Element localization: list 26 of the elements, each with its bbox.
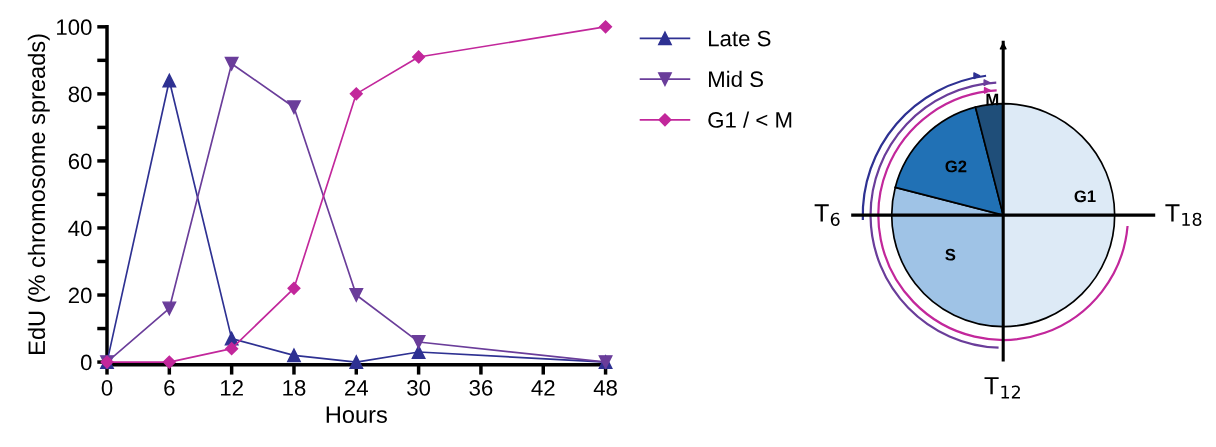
x-tick-label: 24 <box>345 380 368 396</box>
x-tick-label: 12 <box>220 380 243 396</box>
legend-label: Late S <box>709 30 771 47</box>
x-tick-label: 48 <box>593 380 617 396</box>
x-tick-label: 42 <box>531 380 555 396</box>
y-tick-label: 60 <box>68 153 92 170</box>
y-axis-title: EdU (% chromosome spreads) <box>27 34 50 354</box>
slice-label: S <box>945 248 956 261</box>
x-tick-label: 0 <box>101 380 113 396</box>
y-tick-label: 80 <box>68 86 92 103</box>
text: T$_{18}$ <box>1165 204 1202 226</box>
y-tick-label: 40 <box>68 220 92 237</box>
legend-label: Mid S <box>709 70 763 88</box>
legend-label: G1 / < M <box>708 111 792 128</box>
text: T$_{6}$ <box>814 204 840 226</box>
y-tick-label: 20 <box>68 287 92 304</box>
x-tick-label: 36 <box>469 380 493 396</box>
text: T$_{12}$ <box>984 377 1020 399</box>
slice-label: G1 <box>1074 190 1096 203</box>
y-tick-label: 0 <box>80 354 92 371</box>
x-tick-label: 6 <box>164 380 175 396</box>
x-tick-label: 30 <box>407 380 431 396</box>
slice-label: G2 <box>945 160 967 173</box>
x-tick-label: 18 <box>283 380 306 396</box>
x-axis-title: Hours <box>326 406 387 424</box>
y-tick-label: 100 <box>57 19 92 36</box>
